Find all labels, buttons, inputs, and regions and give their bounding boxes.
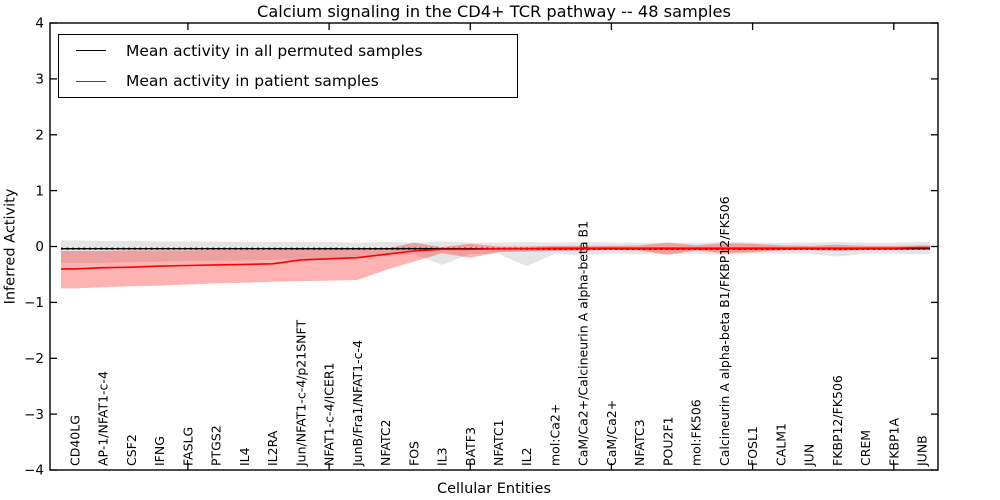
y-tick-label: 4	[35, 16, 44, 32]
x-tick-label: Jun/NFAT1-c-4/p21SNFT	[293, 320, 308, 467]
x-tick-label: POU2F1	[660, 416, 675, 466]
x-tick-label: JunB/Fra1/NFAT1-c-4	[350, 340, 365, 467]
x-tick-label: FOSL1	[745, 426, 760, 466]
x-tick-label: FOS	[406, 441, 421, 466]
legend-item-patient: Mean activity in patient samples	[59, 66, 517, 96]
legend-line-patient-icon	[76, 80, 106, 82]
x-tick-label: mol:Ca2+	[548, 404, 563, 466]
y-tick-label: −2	[24, 351, 44, 367]
x-tick-label: IL2	[519, 447, 534, 466]
x-tick-label: CSF2	[124, 434, 139, 466]
x-tick-label: CREM	[858, 430, 873, 466]
x-tick-label: PTGS2	[209, 425, 224, 466]
y-tick-label: −3	[24, 407, 44, 423]
x-tick-label: FASLG	[180, 427, 195, 466]
y-tick-label: 2	[35, 128, 44, 144]
y-tick-label: 3	[35, 72, 44, 88]
x-tick-label: FKBP12/FK506	[830, 375, 845, 466]
y-tick-label: −1	[24, 295, 44, 311]
legend-label-patient: Mean activity in patient samples	[126, 72, 379, 91]
x-tick-label: CD40LG	[68, 415, 83, 466]
x-tick-label: JUNB	[915, 435, 930, 467]
legend-label-permuted: Mean activity in all permuted samples	[126, 41, 423, 60]
y-tick-label: −4	[24, 463, 44, 479]
x-tick-label: CaM/Ca2+/Calcineurin A alpha-beta B1	[576, 221, 591, 466]
x-tick-label: NFATC2	[378, 419, 393, 466]
x-tick-label: IL3	[435, 447, 450, 466]
x-tick-label: Calcineurin A alpha-beta B1/FKBP12/FK506	[717, 196, 732, 466]
patient-mean-line	[61, 246, 930, 270]
y-tick-label: 1	[35, 183, 44, 199]
legend-item-permuted: Mean activity in all permuted samples	[59, 36, 517, 66]
x-tick-label: FKBP1A	[886, 418, 901, 466]
x-tick-label: IFNG	[152, 436, 167, 466]
x-tick-label: mol:FK506	[689, 399, 704, 466]
x-tick-label: JUN	[802, 444, 817, 467]
x-axis-label: Cellular Entities	[436, 481, 552, 497]
x-tick-label: NFATC1	[491, 419, 506, 466]
chart-title: Calcium signaling in the CD4+ TCR pathwa…	[257, 2, 731, 21]
x-tick-label: NFATC3	[632, 419, 647, 466]
x-tick-label: CALM1	[773, 423, 788, 466]
x-tick-label: NFAT1-c-4/ICER1	[322, 362, 337, 466]
legend-line-permuted-icon	[76, 50, 106, 52]
patient-samples-band	[61, 242, 930, 289]
permuted-samples-band	[61, 240, 930, 267]
x-tick-label: IL2RA	[265, 430, 280, 466]
y-axis-label: Inferred Activity	[2, 188, 19, 305]
x-tick-label: IL4	[237, 447, 252, 466]
legend-box: Mean activity in all permuted samples Me…	[58, 34, 518, 98]
x-tick-label: BATF3	[463, 427, 478, 466]
y-tick-label: 0	[35, 239, 44, 255]
x-tick-label: AP-1/NFAT1-c-4	[96, 371, 111, 466]
x-tick-label: CaM/Ca2+	[604, 400, 619, 466]
